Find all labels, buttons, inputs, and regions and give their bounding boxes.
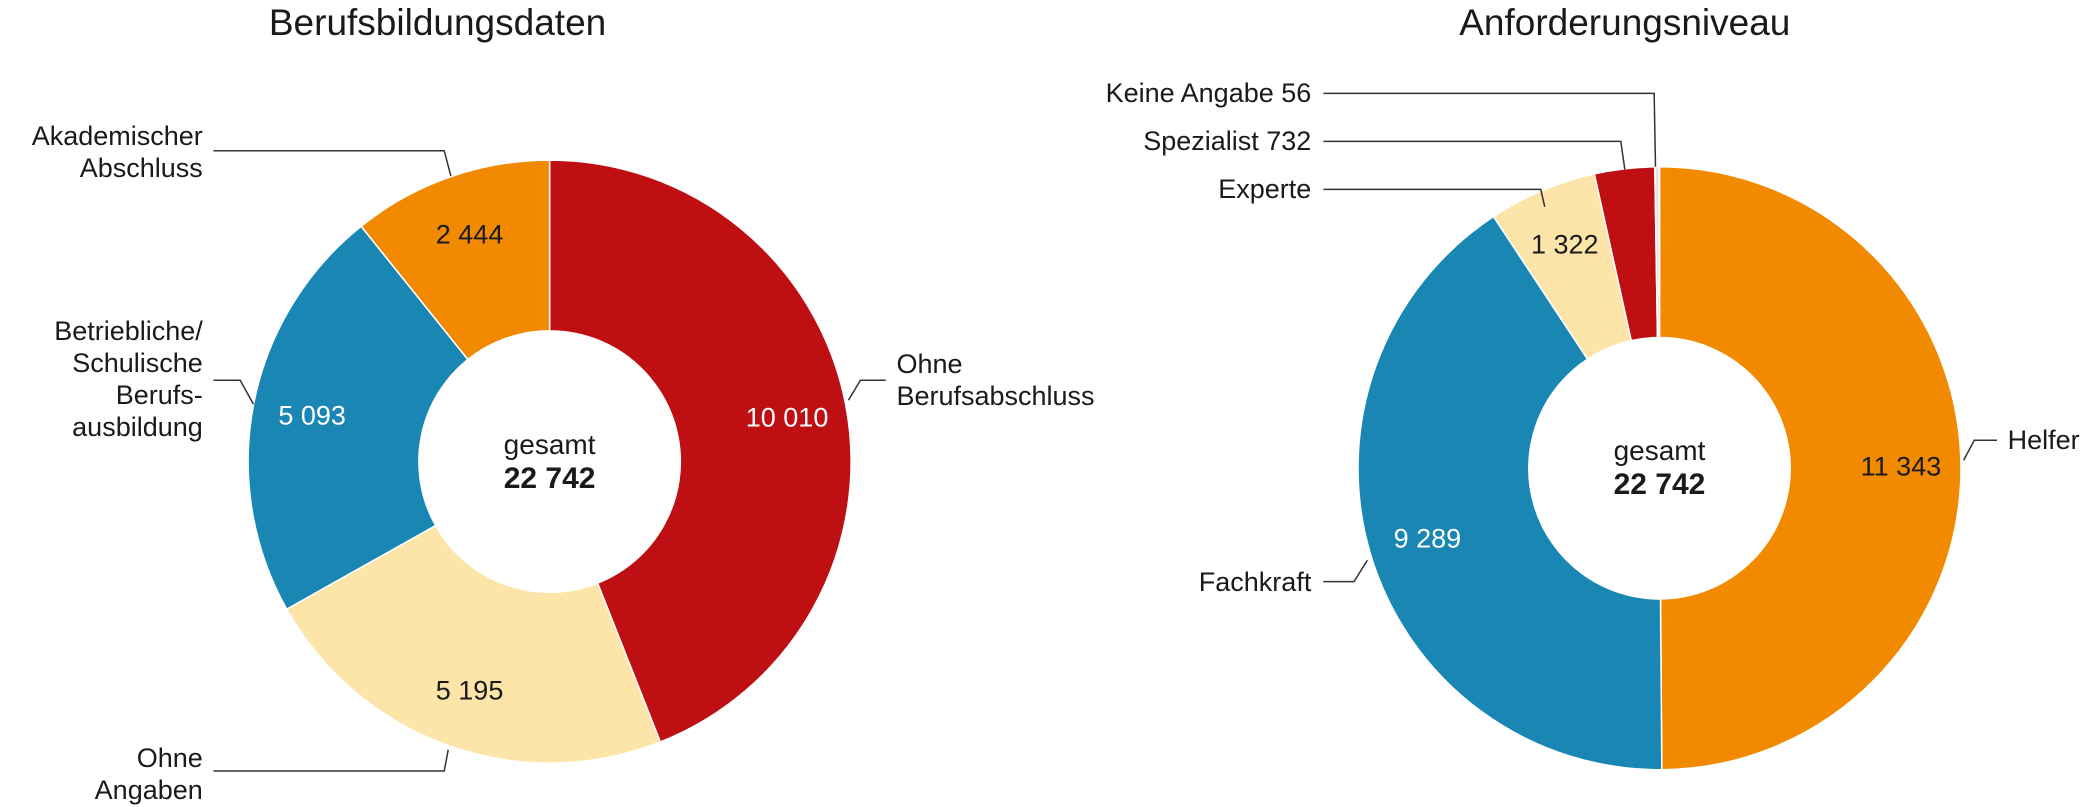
- chart-title: Berufsbildungsdaten: [268, 2, 607, 43]
- center-label: gesamt 22 742: [1614, 434, 1706, 502]
- value-label: 10 010: [745, 402, 829, 433]
- category-name: Ohne Angaben: [94, 742, 203, 805]
- value-label: 1 322: [1530, 229, 1599, 260]
- value-label: 56: [1281, 78, 1312, 109]
- donut-segment: [548, 159, 852, 743]
- center-caption: gesamt: [1613, 435, 1706, 467]
- category-label: Betriebliche/ Schulische Berufs- ausbild…: [54, 315, 203, 443]
- category-name: Helfer: [2007, 425, 2080, 456]
- total: 22 742: [1613, 468, 1706, 502]
- category-name: Fachkraft: [1198, 566, 1312, 597]
- value-label: 2 444: [435, 219, 504, 250]
- leader-line: [213, 379, 255, 405]
- donut-segment: [285, 524, 662, 764]
- value-label: 9 289: [1393, 523, 1462, 554]
- donut-segment: [1654, 165, 1661, 339]
- category-label: Keine Angabe 56: [1106, 77, 1312, 109]
- leader-line: [1323, 559, 1368, 583]
- donut-segment: [360, 159, 551, 361]
- total: 22 742: [503, 461, 596, 495]
- leader-line: [213, 749, 449, 772]
- donut-segment: [247, 225, 469, 611]
- category-name: Experte: [1218, 174, 1312, 205]
- category-name: Akademischer Abschluss: [31, 121, 203, 184]
- value-label: 732: [1266, 126, 1312, 157]
- center-label: gesamt 22 742: [504, 428, 596, 496]
- leader-line: [1323, 188, 1546, 207]
- leader-line: [847, 379, 886, 401]
- leader-line: [1323, 140, 1626, 170]
- category-label: Akademischer Abschluss: [32, 120, 203, 184]
- category-label: Ohne Berufsabschluss: [896, 348, 1094, 412]
- leader-line: [1962, 439, 1997, 461]
- category-name: Betriebliche/ Schulische Berufs- ausbild…: [54, 315, 203, 442]
- leader-line: [1323, 92, 1657, 167]
- center-caption: gesamt: [503, 428, 596, 460]
- category-label: Experte: [1218, 173, 1311, 205]
- value-label: 11 343: [1860, 451, 1942, 482]
- category-name: Keine Angabe: [1105, 78, 1274, 109]
- category-label: Fachkraft: [1199, 566, 1312, 598]
- category-name: Spezialist: [1143, 126, 1259, 157]
- category-name: Ohne Berufsabschluss: [896, 349, 1095, 412]
- donut-segment: [1658, 165, 1962, 771]
- category-label: Helfer: [2008, 424, 2080, 456]
- category-label: Spezialist 732: [1143, 125, 1311, 157]
- chart-title: Anforderungsniveau: [1459, 2, 1791, 43]
- category-label: Ohne Angaben: [95, 742, 203, 806]
- value-label: 5 195: [435, 675, 504, 706]
- donut-segment: [1357, 215, 1663, 771]
- value-label: 5 093: [278, 400, 346, 431]
- leader-line: [213, 149, 452, 177]
